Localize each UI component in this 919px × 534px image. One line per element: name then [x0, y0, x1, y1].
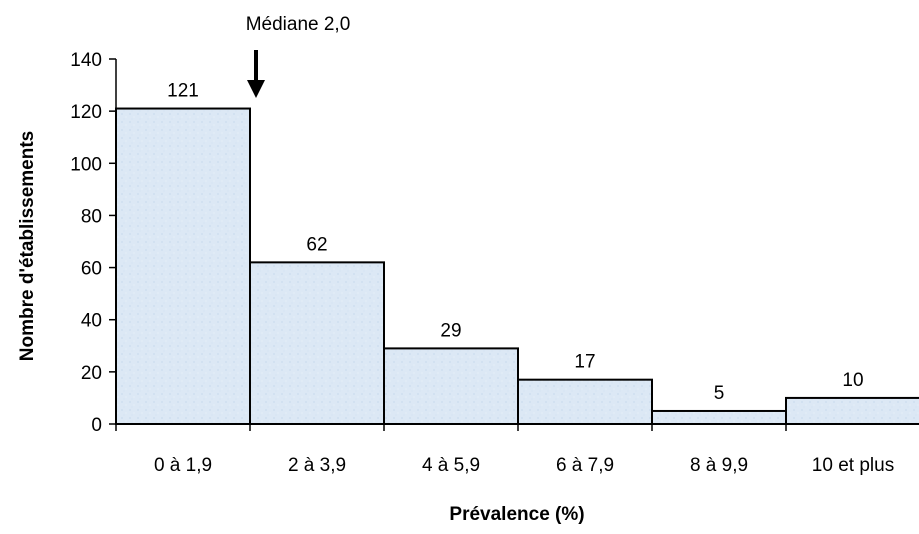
bar-5: [651, 409, 787, 426]
data-label-5: 5: [714, 383, 725, 404]
y-tick-label-100: 100: [70, 154, 102, 175]
median-annotation-label: Médiane 2,0: [246, 14, 351, 35]
y-axis-title: Nombre d'établissements: [17, 131, 38, 361]
y-tick-label-0: 0: [91, 415, 102, 436]
bar-2: [249, 261, 385, 425]
y-tick-label-60: 60: [81, 259, 102, 280]
y-axis: 0 20 40 60 80 100 120 140: [70, 50, 117, 436]
bars-layer: [115, 107, 919, 426]
data-label-1: 121: [167, 81, 199, 102]
data-label-4: 17: [574, 352, 595, 373]
x-axis-title: Prévalence (%): [449, 504, 584, 525]
x-category-label-1: 0 à 1,9: [154, 455, 212, 476]
x-category-label-6: 10 et plus: [812, 455, 894, 476]
data-label-3: 29: [440, 320, 461, 341]
y-tick-label-40: 40: [81, 311, 102, 332]
bar-3: [383, 347, 519, 425]
data-label-2: 62: [306, 234, 327, 255]
x-category-label-2: 2 à 3,9: [288, 455, 346, 476]
y-tick-label-80: 80: [81, 206, 102, 227]
y-tick-label-140: 140: [70, 50, 102, 71]
y-tick-label-120: 120: [70, 102, 102, 123]
median-arrowhead-icon: [247, 80, 265, 98]
bar-1: [115, 107, 251, 426]
x-category-label-5: 8 à 9,9: [690, 455, 748, 476]
bar-6: [785, 396, 919, 425]
data-labels-layer: 121 62 29 17 5 10: [167, 81, 863, 404]
x-category-label-4: 6 à 7,9: [556, 455, 614, 476]
x-axis: 0 à 1,9 2 à 3,9 4 à 5,9 6 à 7,9 8 à 9,9 10 et…: [115, 423, 919, 476]
y-tick-label-20: 20: [81, 363, 102, 384]
data-label-6: 10: [842, 370, 863, 391]
bar-4: [517, 378, 653, 425]
x-category-label-3: 4 à 5,9: [422, 455, 480, 476]
median-annotation: Médiane 2,0: [246, 14, 351, 98]
